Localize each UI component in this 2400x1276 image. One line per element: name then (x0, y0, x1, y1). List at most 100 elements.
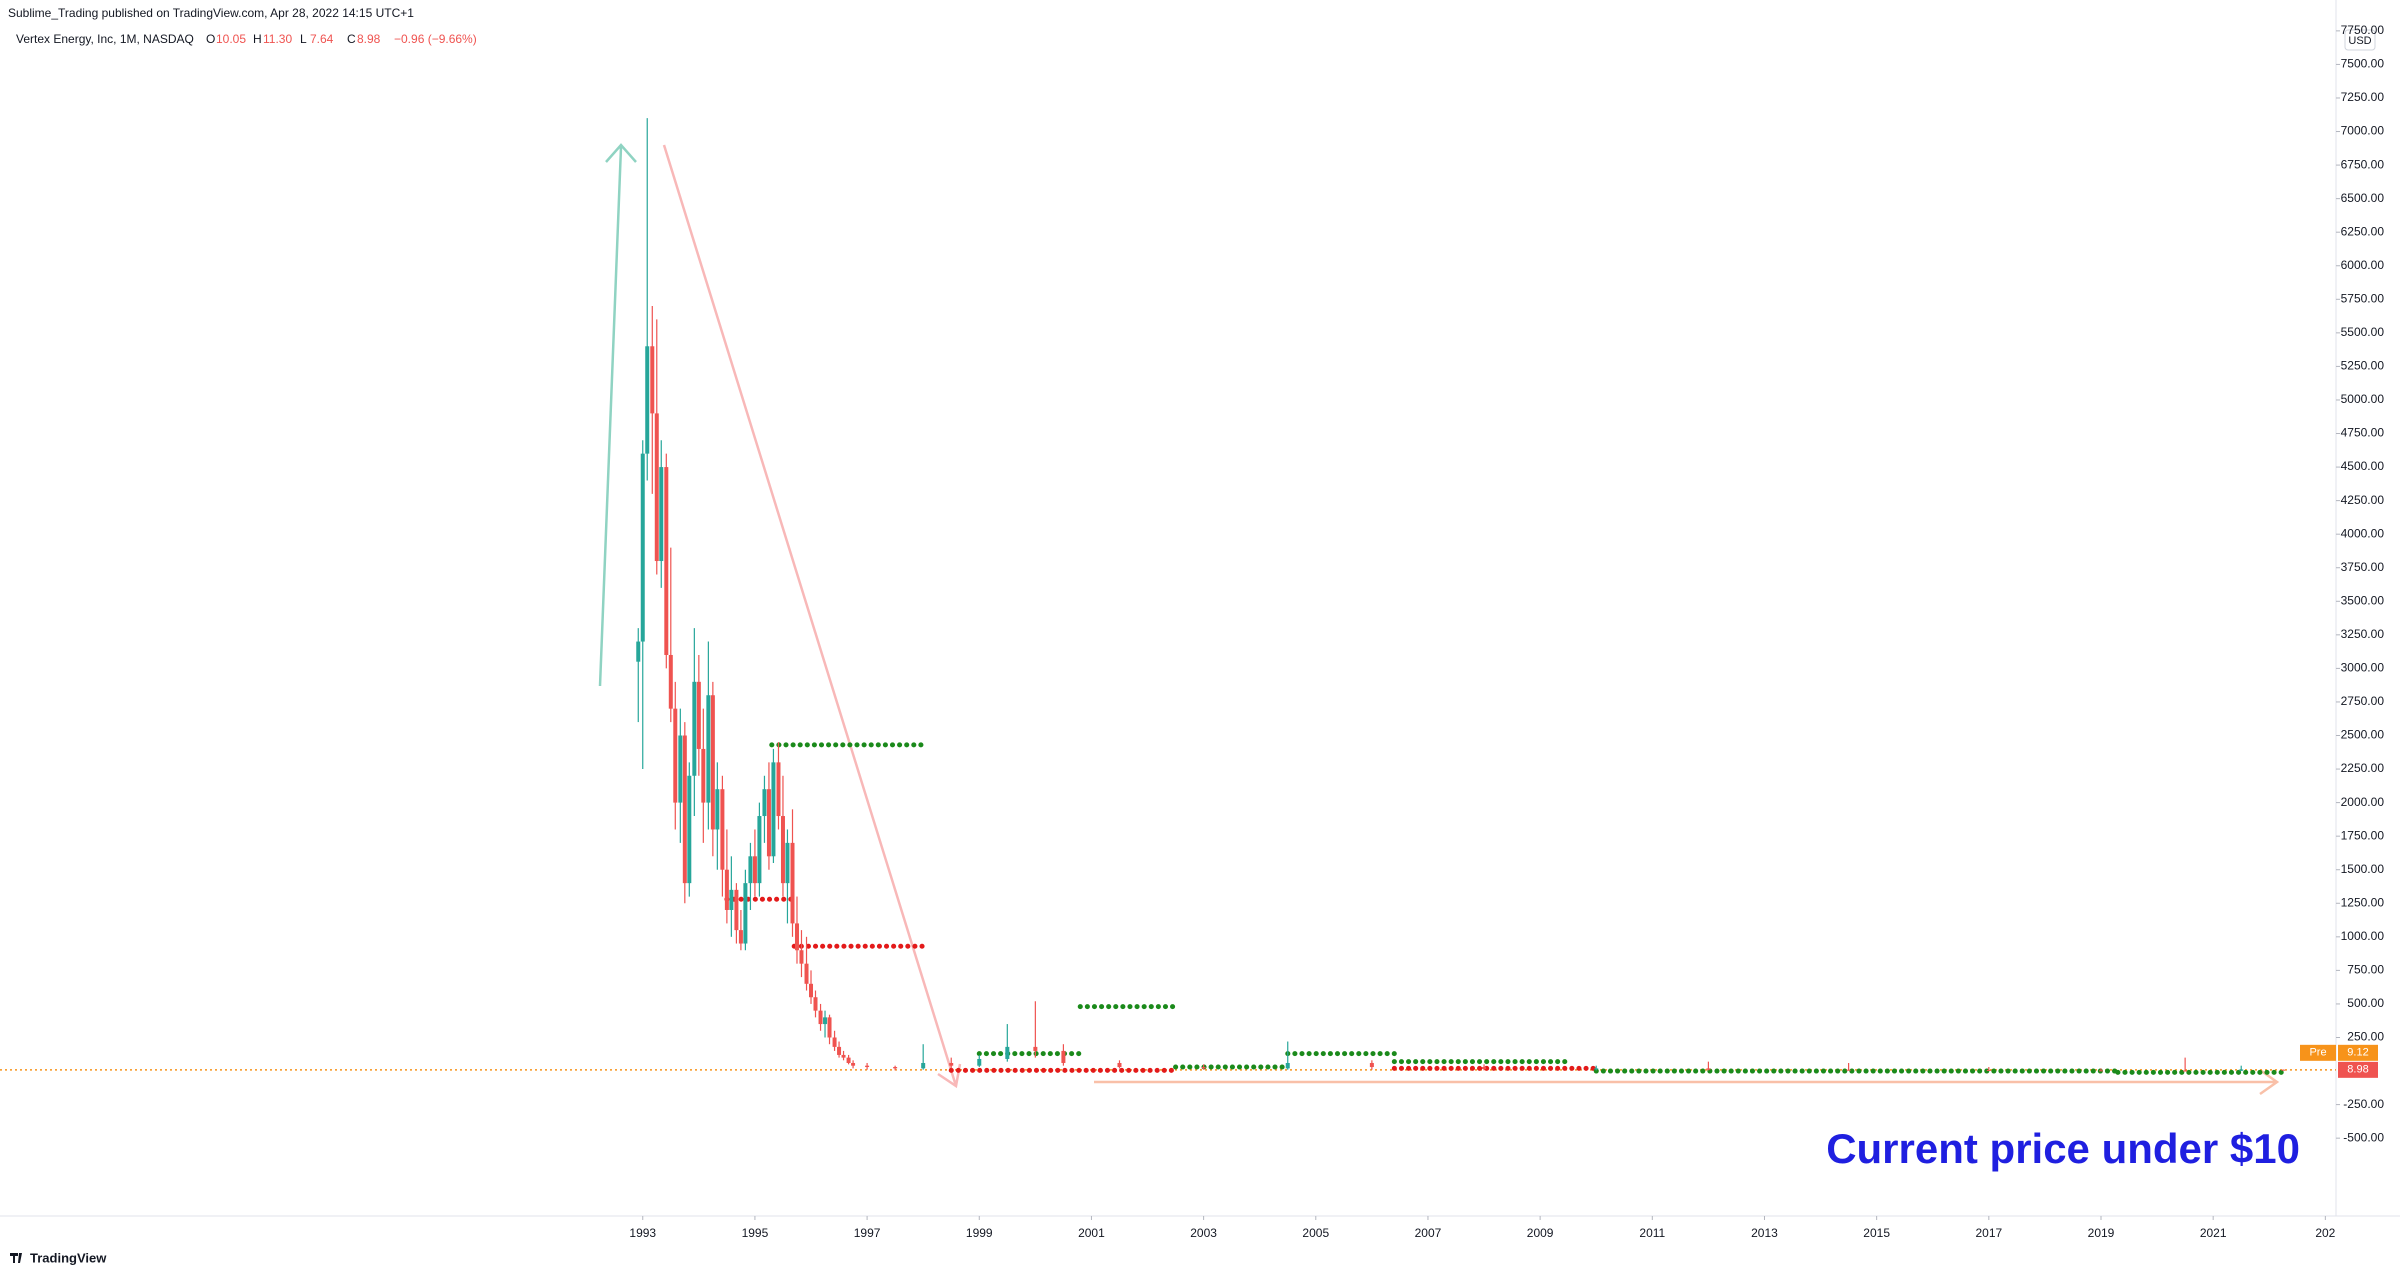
candle-body (692, 681, 697, 776)
y-tick-label: 3500.00 (2341, 593, 2385, 607)
candle-body (2281, 1069, 2286, 1071)
candle-body (851, 1062, 856, 1066)
x-tick-label: 2011 (1639, 1226, 1665, 1240)
candle-body (1285, 1062, 1290, 1069)
candle-body (1594, 1068, 1599, 1070)
y-tick-label: 4500.00 (2341, 459, 2385, 473)
premarket-tag: Pre (2309, 1047, 2326, 1059)
y-tick-label: 5500.00 (2341, 325, 2385, 339)
x-tick-label: 1997 (854, 1226, 881, 1240)
candle-body (696, 681, 701, 749)
candle-body (2098, 1070, 2103, 1072)
candle-body (809, 983, 814, 998)
candle-body (790, 842, 795, 924)
footer: TradingView (30, 1250, 107, 1265)
currency-box (2344, 29, 2376, 51)
candle-body (1117, 1062, 1122, 1068)
candle-body (1201, 1067, 1206, 1069)
candle-body (823, 1017, 828, 1025)
candle-body (1033, 1046, 1038, 1051)
ohlc-label: O (206, 32, 215, 46)
y-tick-label: 5000.00 (2341, 392, 2385, 406)
last-price: 8.98 (2347, 1064, 2368, 1076)
last-price-box (2338, 1061, 2378, 1078)
y-tick-label: 5250.00 (2341, 359, 2385, 373)
candle-body (785, 842, 790, 884)
x-tick-label: 2017 (1975, 1226, 2002, 1240)
x-tick-label: 1993 (629, 1226, 656, 1240)
candle-body (650, 346, 655, 414)
candle-body (706, 695, 711, 803)
y-tick-label: 5750.00 (2341, 291, 2385, 305)
candle-body (1846, 1069, 1851, 1071)
published-by: Sublime_Trading published on TradingView… (8, 6, 414, 20)
candle-body (636, 641, 641, 662)
x-tick-label: 2003 (1190, 1226, 1217, 1240)
y-tick-label: 2500.00 (2341, 728, 2385, 742)
candle-body (804, 963, 809, 984)
candle-body (766, 789, 771, 857)
y-tick-label: 2000.00 (2341, 795, 2385, 809)
x-tick-label: 1999 (966, 1226, 993, 1240)
x-tick-label: 2009 (1527, 1226, 1554, 1240)
candle-body (949, 1062, 954, 1066)
y-tick-label: 1000.00 (2341, 929, 2385, 943)
y-tick-label: 4250.00 (2341, 493, 2385, 507)
candle-body (654, 413, 659, 562)
candle-body (715, 789, 720, 830)
y-tick-label: 4000.00 (2341, 526, 2385, 540)
candle-body (1986, 1069, 1991, 1071)
x-tick-label: 202 (2315, 1226, 2335, 1240)
candle-body (865, 1065, 870, 1068)
candle-body (710, 695, 715, 830)
ohlc-label: C (347, 32, 356, 46)
y-tick-label: 2250.00 (2341, 761, 2385, 775)
y-tick-label: 7500.00 (2341, 57, 2385, 71)
candle-body (921, 1062, 926, 1069)
candle-body (2183, 1070, 2188, 1072)
candle-body (673, 708, 678, 803)
candle-body (757, 816, 762, 884)
candle-body (832, 1037, 837, 1047)
symbol: Vertex Energy, Inc, 1M, NASDAQ (16, 32, 194, 46)
x-tick-label: 2021 (2200, 1226, 2227, 1240)
premarket-price-box (2338, 1044, 2378, 1061)
candle-body (776, 762, 781, 817)
candle-body (645, 346, 650, 454)
y-tick-label: 7250.00 (2341, 90, 2385, 104)
candle-body (748, 856, 753, 884)
candle-body (841, 1054, 846, 1058)
currency: USD (2348, 35, 2371, 47)
annotation: Current price under $10 (1826, 1125, 2300, 1172)
x-tick-label: 2015 (1863, 1226, 1890, 1240)
candle-body (1482, 1067, 1487, 1070)
candle-body (664, 467, 669, 655)
y-tick-label: 1500.00 (2341, 862, 2385, 876)
candle-body (738, 930, 743, 944)
candle-body (977, 1058, 982, 1066)
x-tick-label: 1995 (742, 1226, 769, 1240)
candle-body (734, 889, 739, 931)
y-tick-label: 1250.00 (2341, 895, 2385, 909)
candle-body (794, 923, 799, 951)
candle-body (659, 467, 664, 562)
candle-body (729, 889, 734, 910)
y-tick-label: 3750.00 (2341, 560, 2385, 574)
ohlc-label: L (300, 32, 307, 46)
candle-body (799, 950, 804, 964)
candle-body (893, 1067, 898, 1069)
ohlc-value: 10.05 (216, 32, 246, 46)
y-tick-label: -250.00 (2343, 1097, 2384, 1111)
y-tick-label: 250.00 (2347, 1030, 2384, 1044)
candle-body (743, 883, 748, 944)
ohlc-label: H (253, 32, 262, 46)
candle-body (771, 762, 776, 857)
candle-body (1005, 1046, 1010, 1059)
ohlc-value: 11.30 (263, 32, 292, 46)
y-tick-label: 7750.00 (2341, 23, 2385, 37)
ohlc-legend: O 10.05 H 11.30 L 7.64 C 8.98 −0.96 (−9.66%) (206, 32, 477, 46)
candle-body (837, 1046, 842, 1055)
ohlc-value: 7.64 (310, 32, 334, 46)
